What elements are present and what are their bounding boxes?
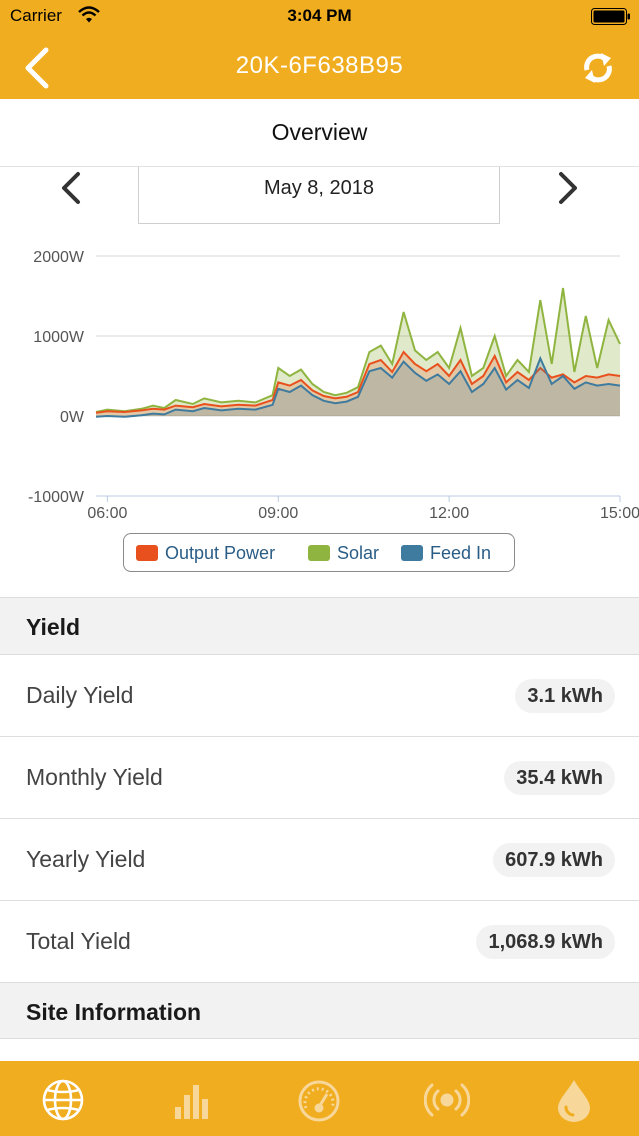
- y-tick-label: 0W: [60, 409, 85, 426]
- globe-icon: [42, 1079, 84, 1121]
- x-tick-label: 09:00: [258, 505, 298, 522]
- next-date-button[interactable]: [553, 170, 583, 206]
- yield-section-header: Yield: [0, 597, 639, 655]
- y-tick-label: -1000W: [28, 489, 85, 506]
- yearly-yield-row[interactable]: Yearly Yield 607.9 kWh: [0, 819, 639, 901]
- bar-chart-icon: [175, 1085, 208, 1119]
- wifi-icon: [78, 6, 100, 23]
- yearly-yield-value: 607.9 kWh: [493, 843, 615, 877]
- y-tick-label: 1000W: [33, 329, 85, 346]
- tab-gauge[interactable]: [296, 1077, 342, 1123]
- carrier-label: Carrier: [10, 6, 62, 25]
- monthly-yield-row[interactable]: Monthly Yield 35.4 kWh: [0, 737, 639, 819]
- series-line-feed-in: [95, 355, 621, 418]
- battery-icon: [591, 8, 630, 25]
- back-button[interactable]: [18, 44, 58, 92]
- y-tick-label: 2000W: [33, 249, 85, 266]
- total-yield-label: Total Yield: [26, 928, 131, 954]
- site-info-header-label: Site Information: [26, 999, 202, 1025]
- page-title: 20K-6F638B95: [235, 52, 404, 79]
- date-label: May 8, 2018: [263, 177, 375, 199]
- daily-yield-label: Daily Yield: [26, 682, 134, 708]
- status-bar: Carrier 3:04 PM: [0, 0, 639, 34]
- legend-swatch-feed-in: [401, 545, 423, 561]
- series-line-output-power: [95, 350, 621, 414]
- refresh-button[interactable]: [579, 46, 617, 90]
- monthly-yield-label: Monthly Yield: [26, 764, 163, 790]
- x-tick-label: 15:00: [600, 505, 639, 522]
- chart-legend: Output Power Solar Feed In: [123, 533, 515, 572]
- x-tick-label: 12:00: [429, 505, 469, 522]
- legend-solar[interactable]: Solar: [308, 543, 379, 564]
- tab-statistics[interactable]: [170, 1077, 216, 1123]
- daily-yield-value: 3.1 kWh: [515, 679, 615, 713]
- series-area-solar: [96, 288, 620, 416]
- legend-label-solar: Solar: [337, 543, 380, 563]
- chevron-right-icon: [559, 172, 577, 204]
- total-yield-row[interactable]: Total Yield 1,068.9 kWh: [0, 901, 639, 983]
- yearly-yield-label: Yearly Yield: [26, 846, 146, 872]
- tab-signal[interactable]: [424, 1077, 470, 1123]
- tab-bar: [0, 1061, 639, 1136]
- refresh-icon: [584, 53, 612, 83]
- header-bar: Carrier 3:04 PM 20K-6F638B95: [0, 0, 639, 99]
- series-line-solar: [95, 287, 621, 413]
- daily-yield-row[interactable]: Daily Yield 3.1 kWh: [0, 655, 639, 737]
- legend-label-feed-in: Feed In: [430, 543, 492, 563]
- tab-consumption[interactable]: [551, 1077, 597, 1123]
- total-yield-value: 1,068.9 kWh: [476, 925, 615, 959]
- x-tick-label: 06:00: [87, 505, 127, 522]
- site-info-section-header: Site Information: [0, 982, 639, 1039]
- legend-swatch-output-power: [136, 545, 158, 561]
- date-selector[interactable]: May 8, 2018: [138, 167, 500, 224]
- status-time: 3:04 PM: [287, 6, 352, 25]
- overview-title: Overview: [271, 119, 368, 145]
- legend-label-output-power: Output Power: [165, 543, 276, 563]
- gauge-icon: [298, 1080, 340, 1122]
- yield-header-label: Yield: [26, 614, 81, 640]
- legend-output-power[interactable]: Output Power: [136, 543, 275, 564]
- drop-icon: [558, 1080, 590, 1122]
- legend-swatch-solar: [308, 545, 330, 561]
- legend-feed-in[interactable]: Feed In: [401, 543, 491, 564]
- chevron-left-icon: [62, 172, 80, 204]
- monthly-yield-value: 35.4 kWh: [504, 761, 615, 795]
- previous-date-button[interactable]: [56, 170, 86, 206]
- overview-bar: Overview: [0, 99, 639, 167]
- tab-overview[interactable]: [40, 1077, 86, 1123]
- series-area-feed-in: [96, 358, 620, 417]
- signal-icon: [424, 1083, 470, 1117]
